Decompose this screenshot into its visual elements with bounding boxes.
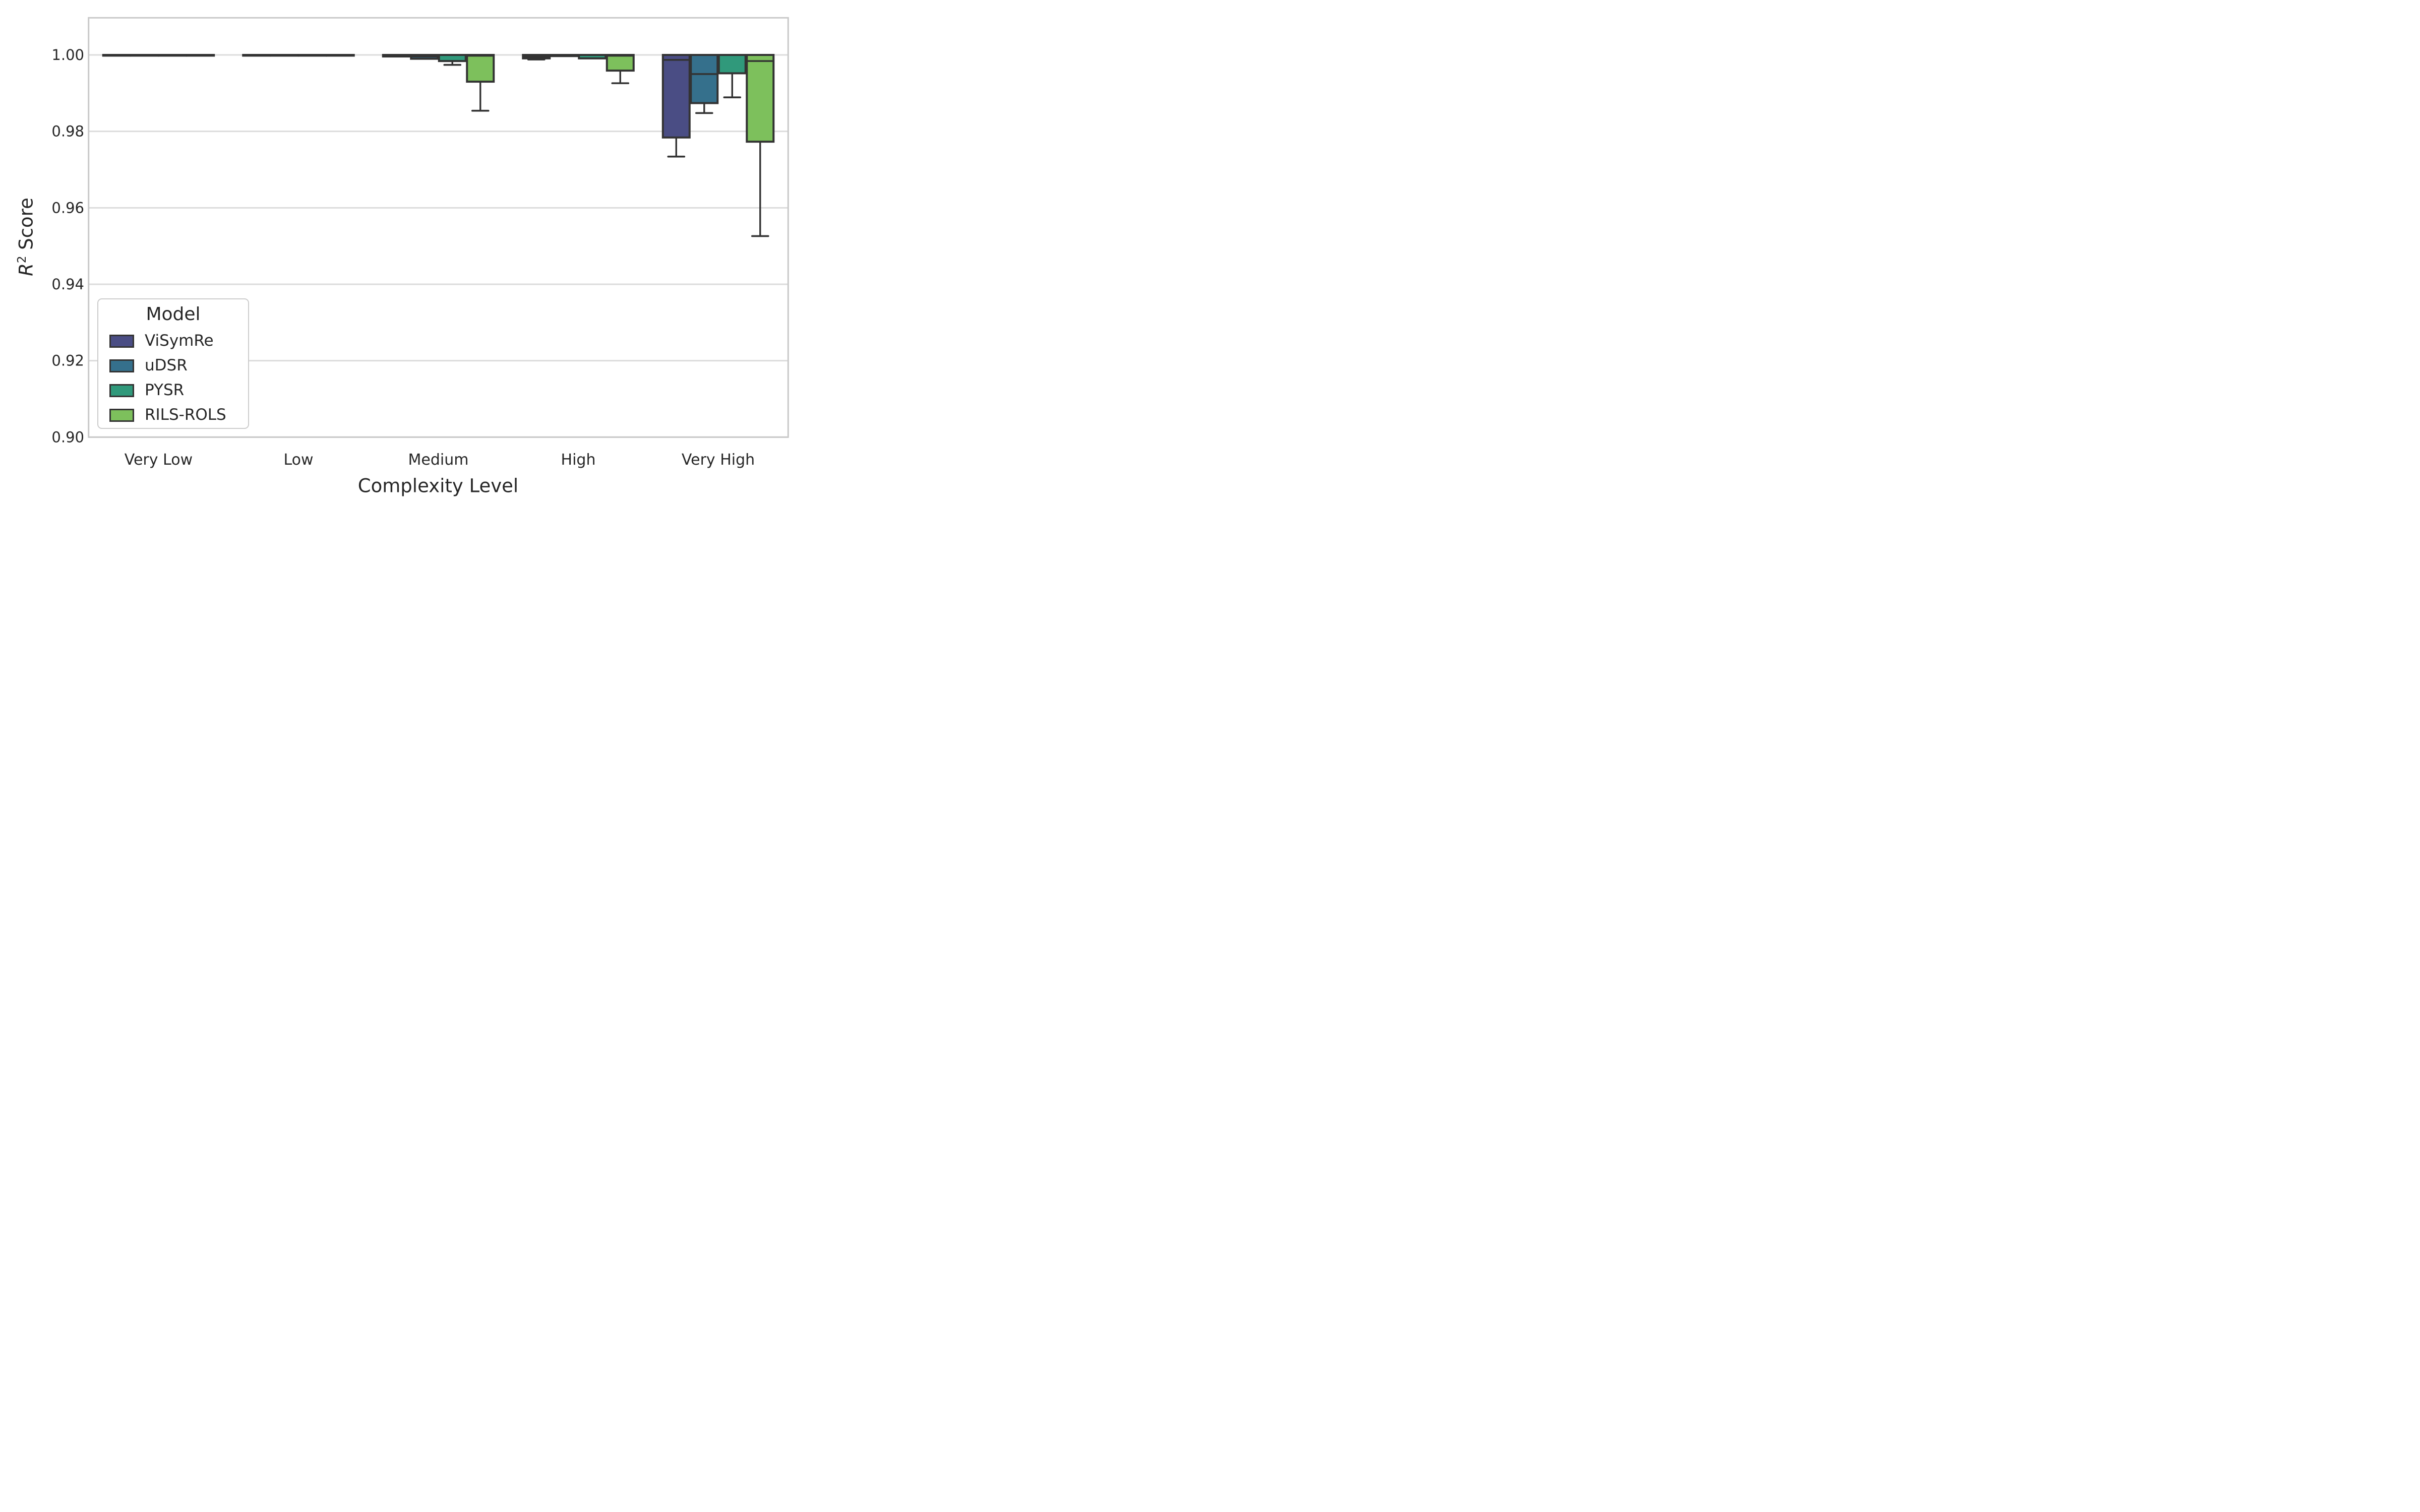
x-category-label: Very Low	[125, 451, 193, 469]
legend-label: PYSR	[145, 381, 185, 399]
legend-row: RILS-ROLS	[98, 403, 248, 427]
x-axis-title: Complexity Level	[357, 475, 519, 497]
y-tick-label: 0.98	[51, 123, 84, 140]
box-ViSymRe	[661, 54, 691, 139]
x-category-label: Medium	[408, 451, 469, 469]
y-axis-title: R2 Score	[16, 198, 37, 276]
legend-row: ViSymRe	[98, 329, 248, 353]
legend-swatch-RILS-ROLS	[109, 408, 134, 422]
y-tick-label: 1.00	[51, 46, 84, 64]
legend-row: PYSR	[98, 378, 248, 403]
y-tick-label: 0.90	[51, 428, 84, 446]
box-RILS-ROLS	[466, 54, 495, 83]
x-category-label: Low	[283, 451, 313, 469]
ylabel-rest: Score	[15, 198, 37, 256]
legend-swatch-PYSR	[109, 384, 134, 397]
legend-label: uDSR	[145, 356, 188, 374]
legend-box: Model ViSymRe uDSR PYSR RILS-ROLS	[97, 298, 249, 429]
legend-rows: ViSymRe uDSR PYSR RILS-ROLS	[98, 329, 248, 427]
legend-swatch-ViSymRe	[109, 334, 134, 348]
x-category-label: High	[561, 451, 596, 469]
y-tick-label: 0.94	[51, 276, 84, 293]
y-tick-label: 0.96	[51, 199, 84, 216]
box-PYSR	[717, 54, 747, 75]
plot-frame-spine	[88, 17, 789, 438]
box-uDSR	[690, 54, 719, 104]
ylabel-sup: 2	[16, 256, 29, 264]
legend-label: ViSymRe	[145, 332, 214, 350]
x-category-label: Very High	[682, 451, 755, 469]
y-tick-label: 0.92	[51, 352, 84, 369]
legend-row: uDSR	[98, 353, 248, 378]
boxplot-figure: 1.00 0.98 0.96 0.94 0.92 0.90 Very Low Low Mediu…	[0, 0, 807, 504]
legend-title: Model	[146, 303, 201, 325]
ylabel-r: R	[15, 263, 37, 276]
legend-label: RILS-ROLS	[145, 406, 226, 424]
plot-canvas: 1.00 0.98 0.96 0.94 0.92 0.90 Very Low Low Mediu…	[51, 17, 789, 469]
box-RILS-ROLS	[606, 54, 635, 72]
box-RILS-ROLS	[746, 54, 775, 143]
legend-swatch-uDSR	[109, 359, 134, 372]
box-PYSR	[438, 54, 467, 62]
